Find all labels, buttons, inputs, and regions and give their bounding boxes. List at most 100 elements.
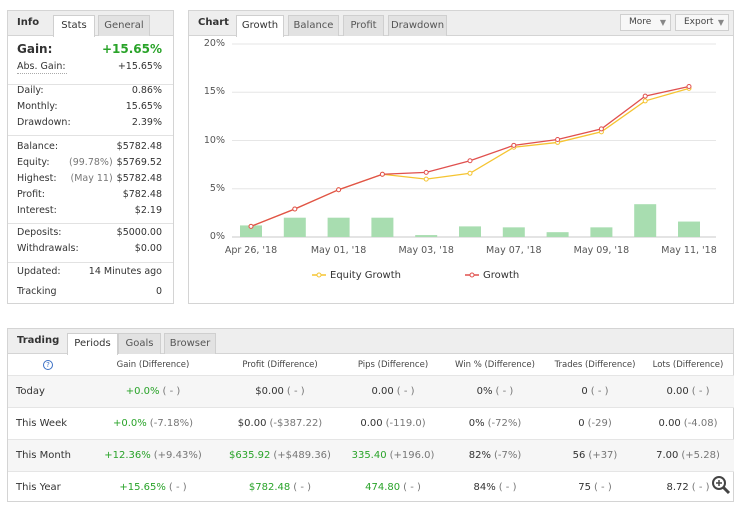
cell-value: $782.48 <box>248 482 291 493</box>
cell-value: 0.00 <box>658 418 681 429</box>
tab-stats[interactable]: Stats <box>53 15 95 37</box>
export-label: Export <box>684 17 714 27</box>
cell-difference: ( - ) <box>691 386 710 397</box>
highest-label: Highest: <box>17 173 57 184</box>
table-cell: 0 (-29) <box>578 418 612 429</box>
cell-difference: (-119.0) <box>385 418 426 429</box>
col-trades: Trades (Difference) <box>554 360 636 370</box>
x-tick-label: May 01, '18 <box>310 245 367 256</box>
cell-difference: ( - ) <box>593 482 612 493</box>
cell-value: +0.0% <box>113 418 147 429</box>
gain-value: +15.65% <box>101 42 162 56</box>
cell-difference: ( - ) <box>396 386 415 397</box>
equity-row: Equity: (99.78%) $5769.52 <box>8 155 173 171</box>
chevron-down-icon: ▼ <box>659 18 666 27</box>
table-cell: +0.0% (-7.18%) <box>113 418 193 429</box>
cell-value: 84% <box>473 482 496 493</box>
tab-general[interactable]: General <box>98 15 150 36</box>
tab-periods[interactable]: Periods <box>67 333 118 355</box>
table-cell: 7.00 (+5.28) <box>656 450 720 461</box>
cell-difference: (+37) <box>588 450 618 461</box>
cell-difference: ( - ) <box>691 482 710 493</box>
divider <box>8 223 173 224</box>
divider <box>8 84 173 85</box>
legend-equity-swatch <box>312 272 326 278</box>
cell-difference: (-4.08) <box>683 418 718 429</box>
table-cell: 0.00 (-4.08) <box>659 418 718 429</box>
magnifier-icon <box>712 476 731 495</box>
tab-goals[interactable]: Goals <box>118 333 161 354</box>
cell-difference: (-29) <box>587 418 612 429</box>
y-tick-label: 0% <box>209 231 225 242</box>
cell-difference: (-$387.22) <box>269 418 323 429</box>
chart-panel: Chart Growth Balance Profit Drawdown Mor… <box>188 10 734 304</box>
info-panel-header: Info Stats General <box>8 11 173 37</box>
cell-difference: ( - ) <box>293 482 312 493</box>
x-tick-label: May 09, '18 <box>573 245 630 256</box>
tab-balance[interactable]: Balance <box>288 15 339 36</box>
chevron-down-icon: ▼ <box>717 18 724 27</box>
balance-value: $5782.48 <box>116 141 162 152</box>
tab-browser[interactable]: Browser <box>164 333 216 354</box>
period-label: This Year <box>16 482 61 493</box>
daily-value: 0.86% <box>131 85 162 96</box>
table-cell: +0.0%( - ) <box>126 386 181 397</box>
legend-growth: Growth <box>465 270 519 281</box>
updated-label: Updated: <box>17 266 61 277</box>
table-cell: 8.72( - ) <box>666 482 709 493</box>
y-tick-label: 5% <box>209 182 225 194</box>
balance-row: Balance: $5782.48 <box>8 139 173 155</box>
table-row: Today +0.0%( - ) $0.00( - ) 0.00( - ) 0%( - … <box>8 375 734 407</box>
cell-value: 0% <box>468 418 485 429</box>
table-row: This Week +0.0% (-7.18%) $0.00 (-$387.22) 0.0… <box>8 407 734 439</box>
more-button[interactable]: More ▼ <box>620 14 671 31</box>
table-cell: 82% (-7%) <box>469 450 522 461</box>
cell-value: 0% <box>476 386 493 397</box>
cell-value: 7.00 <box>656 450 679 461</box>
help-icon[interactable]: ? <box>43 360 53 370</box>
period-label: Today <box>16 386 45 397</box>
cell-value: 474.80 <box>365 482 401 493</box>
highest-value-group: (May 11) $5782.48 <box>70 173 162 184</box>
highest-date: (May 11) <box>70 173 113 184</box>
chart-panel-header: Chart Growth Balance Profit Drawdown Mor… <box>189 11 733 37</box>
cell-difference: ( - ) <box>168 482 187 493</box>
col-pips: Pips (Difference) <box>357 360 429 370</box>
cell-value: $0.00 <box>237 418 267 429</box>
monthly-label: Monthly: <box>17 101 58 112</box>
table-cell: +12.36% (+9.43%) <box>104 450 201 461</box>
highest-row: Highest: (May 11) $5782.48 <box>8 171 173 187</box>
table-cell: 84%( - ) <box>473 482 516 493</box>
tab-profit[interactable]: Profit <box>343 15 384 36</box>
trading-panel: Trading Periods Goals Browser <box>7 328 734 502</box>
col-lots: Lots (Difference) <box>652 360 724 370</box>
divider <box>8 262 173 263</box>
withdrawals-row: Withdrawals: $0.00 <box>8 241 173 257</box>
cell-difference: ( - ) <box>286 386 305 397</box>
export-button[interactable]: Export ▼ <box>675 14 729 31</box>
daily-row: Daily: 0.86% <box>8 83 173 99</box>
table-cell: 56 (+37) <box>573 450 618 461</box>
zoom-icon[interactable] <box>711 475 731 495</box>
interest-value: $2.19 <box>134 205 162 216</box>
cell-value: 8.72 <box>666 482 689 493</box>
table-row: This Year +15.65%( - ) $782.48( - ) 474.80(… <box>8 471 734 503</box>
cell-value: +15.65% <box>119 482 166 493</box>
x-tick-label: May 11, '18 <box>661 245 717 256</box>
profit-row: Profit: $782.48 <box>8 187 173 203</box>
tab-drawdown[interactable]: Drawdown <box>388 15 447 36</box>
cell-difference: ( - ) <box>495 386 514 397</box>
legend-equity-label: Equity Growth <box>330 270 401 281</box>
drawdown-row: Drawdown: 2.39% <box>8 115 173 131</box>
table-cell: 474.80( - ) <box>365 482 421 493</box>
tab-growth[interactable]: Growth <box>236 15 284 37</box>
equity-value-group: (99.78%) $5769.52 <box>69 157 162 168</box>
table-cell: $0.00( - ) <box>255 386 304 397</box>
y-tick-label: 15% <box>203 86 225 98</box>
table-cell: 0.00( - ) <box>666 386 709 397</box>
table-cell: 0% (-72%) <box>469 418 522 429</box>
cell-difference: (+5.28) <box>681 450 720 461</box>
legend-growth-label: Growth <box>483 270 520 281</box>
trading-title: Trading <box>17 335 60 346</box>
table-cell: $782.48( - ) <box>249 482 311 493</box>
